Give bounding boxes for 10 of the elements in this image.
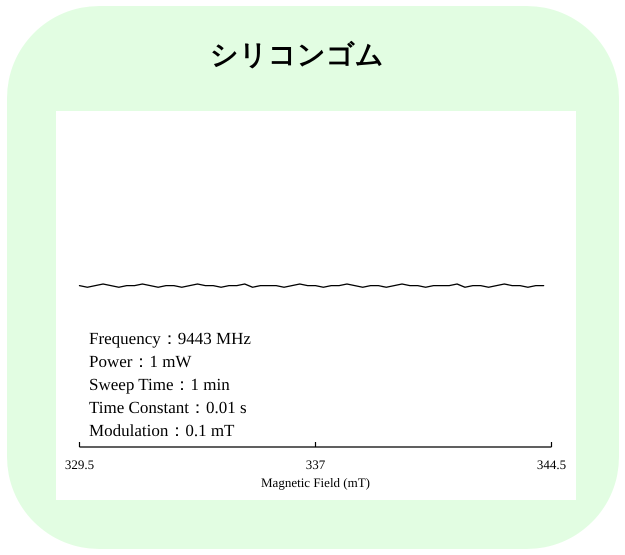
annotation: Modulation：0.1 mT — [89, 421, 236, 440]
chart-title: シリコンゴム — [210, 38, 384, 71]
x-tick-label: 329.5 — [64, 457, 94, 472]
annotation: Frequency：9443 MHz — [89, 329, 252, 348]
x-tick-label: 337 — [306, 457, 326, 472]
annotation: Power：1 mW — [89, 352, 192, 371]
annotation: Sweep Time：1 min — [89, 375, 230, 394]
x-axis-title: Magnetic Field (mT) — [260, 475, 370, 490]
annotation: Time Constant：0.01 s — [89, 398, 247, 417]
x-tick-label: 344.5 — [536, 457, 566, 472]
